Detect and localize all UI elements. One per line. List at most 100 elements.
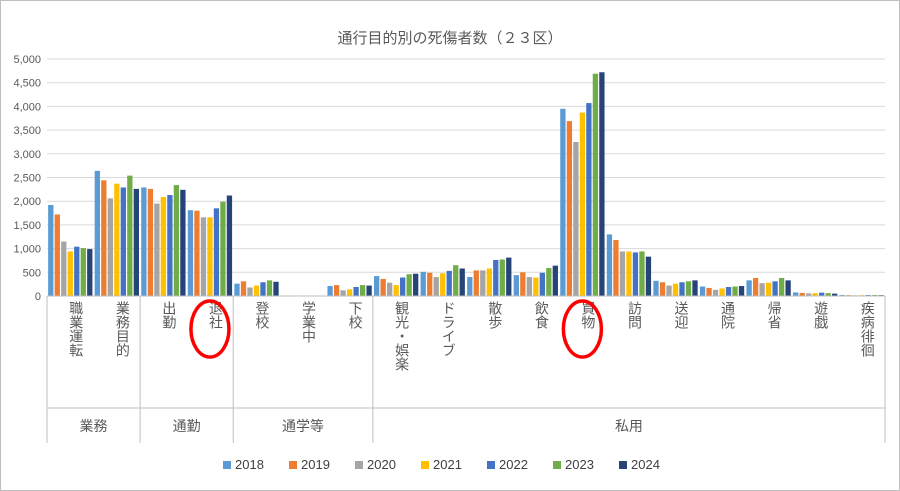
group-label: 業務 [80,419,108,435]
y-tick-label: 500 [23,267,41,279]
bar-2022 [260,282,266,296]
bar-2021 [626,251,632,296]
bar-2024 [552,265,558,296]
bar-2018 [513,275,519,296]
bar-2024 [226,195,233,296]
bar-2022 [213,208,220,296]
legend-label: 2018 [235,457,264,472]
bar-2018 [234,283,240,296]
bar-2022 [772,281,778,296]
bar-2024 [459,268,465,296]
bar-2022 [167,195,173,296]
bar-2019 [473,270,479,296]
bar-2023 [266,280,273,296]
bar-2019 [566,121,573,296]
bar-2018 [653,280,659,296]
legend-label: 2020 [367,457,396,472]
bar-2020 [806,293,812,296]
bar-2023 [732,286,738,296]
bar-2019 [427,272,433,296]
bar-2024 [785,280,791,296]
bar-2019 [240,281,247,296]
legend-label: 2021 [433,457,462,472]
y-tick-label: 2,500 [13,173,41,185]
bar-2021 [486,268,492,296]
category-label: 飲食 [533,301,549,329]
y-tick-label: 0 [35,291,41,303]
legend-label: 2024 [631,457,660,472]
legend: 2018 2019 2020 2021 2022 2023 2024 [223,457,660,472]
bar-2021 [579,112,586,296]
legend-swatch [421,461,429,469]
y-tick-label: 3,500 [13,125,41,137]
y-tick-label: 3,000 [13,149,41,161]
bar-2020 [573,141,579,296]
bars [48,72,884,297]
bar-2020 [433,277,439,296]
category-label: 帰省 [766,300,782,329]
bar-2022 [679,282,685,296]
category-label: 退社 [207,301,223,329]
group-label: 通勤 [173,419,201,435]
bar-2023 [359,285,366,296]
bar-2019 [380,278,386,296]
bar-2020 [200,217,207,296]
bar-2020 [526,277,532,296]
bar-2022 [819,292,825,296]
bar-2021 [207,217,213,296]
bar-2019 [706,287,712,296]
category-label: 疾病徘徊 [859,301,875,357]
bar-2018 [746,280,752,296]
bar-2022 [586,103,592,296]
bar-2019 [613,240,619,296]
bar-2022 [120,187,126,296]
bar-2018 [327,286,333,296]
bar-2020 [666,285,672,296]
legend-label: 2023 [565,457,594,472]
gridlines [47,58,885,297]
bar-2022 [632,252,639,296]
bar-2020 [712,289,719,296]
chart-title: 通行目的別の死傷者数（２３区） [337,29,562,47]
bar-2018 [48,204,54,296]
bar-2022 [446,270,452,296]
legend-swatch [223,461,231,469]
bar-2022 [74,246,80,296]
bar-2019 [752,277,759,296]
bar-2024 [832,293,838,296]
bar-2023 [80,248,86,296]
bar-2022 [353,286,359,296]
bar-2018 [420,271,426,296]
bar-2019 [54,214,60,296]
bar-2020 [154,203,160,296]
bar-2022 [400,277,406,296]
bar-2019 [147,188,154,296]
bar-2021 [533,277,539,296]
category-label: 通院 [719,301,735,330]
bar-2023 [546,268,552,296]
bar-2021 [440,273,446,296]
bar-2024 [738,286,745,296]
y-tick-label: 5,000 [13,54,41,66]
bar-2021 [114,183,120,296]
y-tick-label: 4,000 [13,101,41,113]
category-label: 遊戯 [812,301,828,330]
bar-2024 [645,256,652,296]
bar-2024 [692,280,698,296]
bar-2024 [366,285,372,296]
bar-2023 [592,73,599,296]
bar-2020 [480,270,486,296]
y-axis: 0 500 1,000 1,500 2,000 2,500 3,000 3,500 4,000 4… [13,54,41,303]
bar-2021 [812,293,818,296]
highlight-circle [189,299,231,359]
legend-swatch [487,461,495,469]
category-label: ドライブ [440,301,456,357]
bar-2024 [506,257,512,296]
bar-2021 [393,285,399,296]
bar-2023 [825,293,831,296]
bar-2018 [793,292,799,296]
bar-2021 [253,285,260,296]
category-label: 訪問 [626,301,642,330]
bar-2023 [173,185,180,296]
bar-2018 [606,234,613,296]
